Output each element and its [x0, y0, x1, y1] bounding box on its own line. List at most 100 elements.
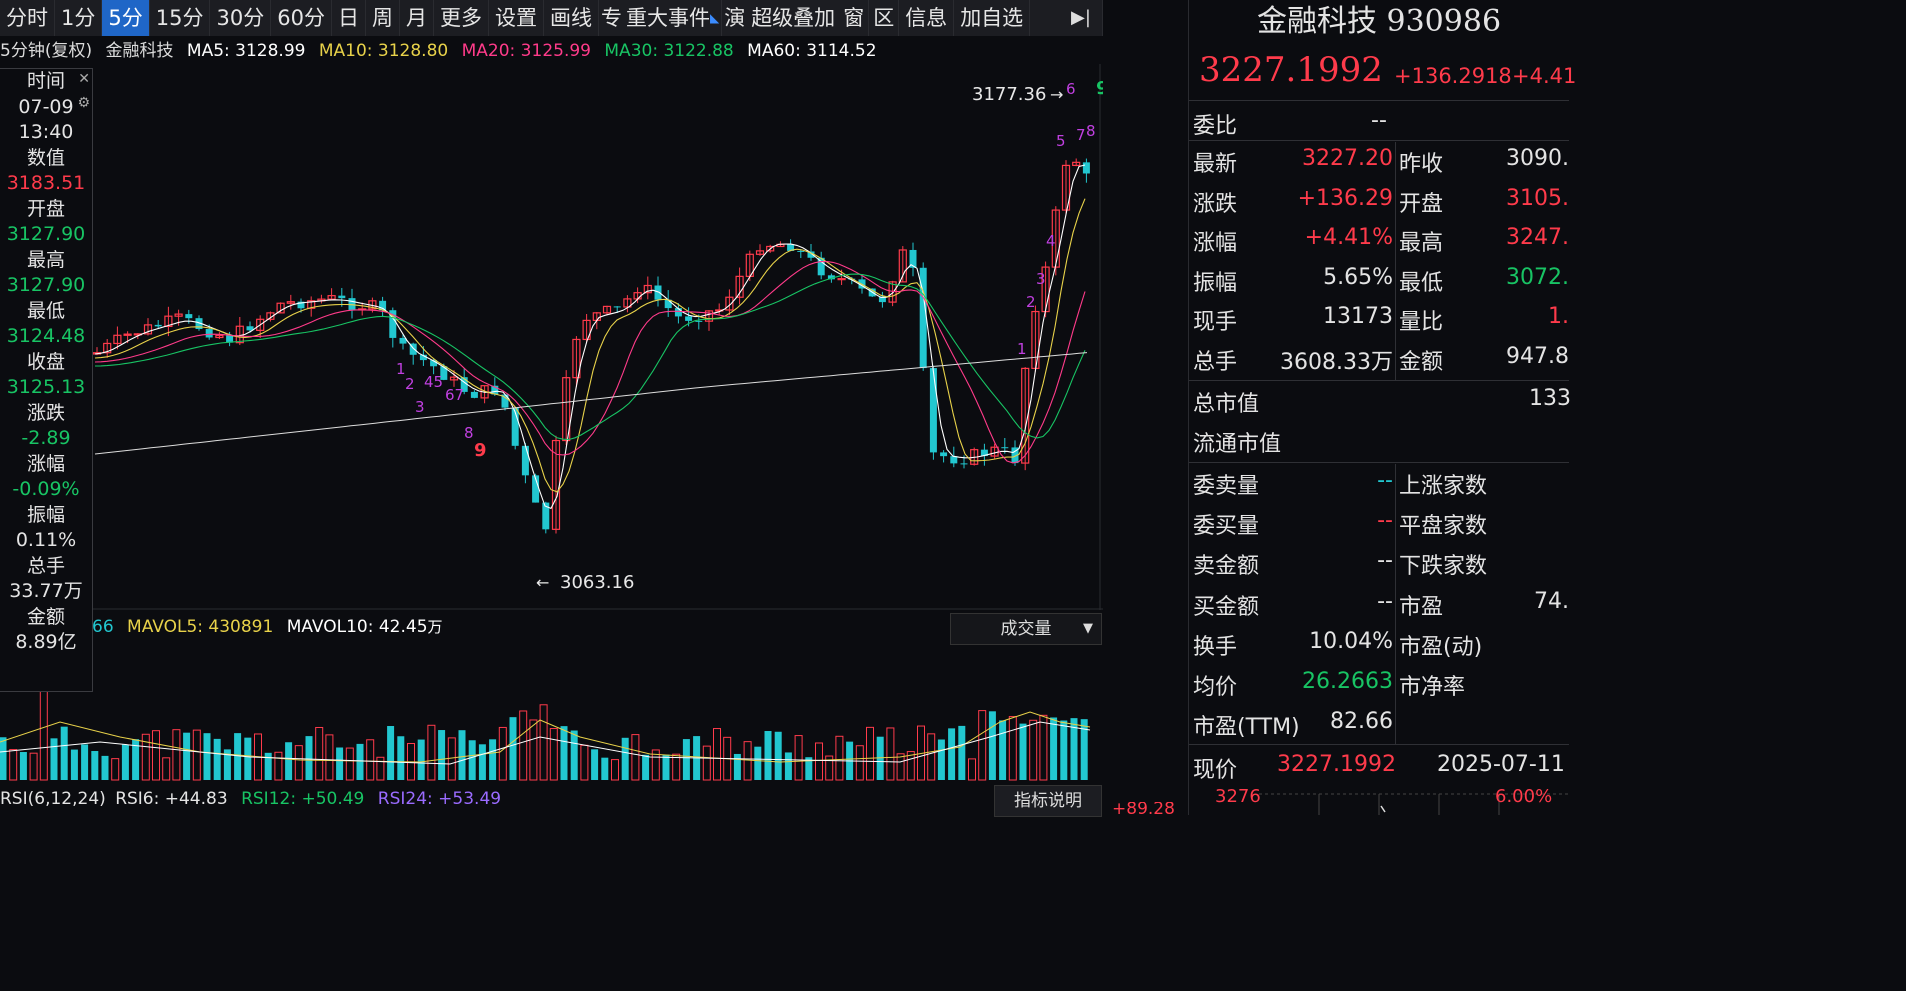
volume-bar: [1039, 714, 1048, 781]
volume-bar: [458, 730, 466, 780]
candle-body: [511, 407, 519, 446]
major-events-button[interactable]: 重大事件◣: [624, 0, 723, 36]
volume-bar: [9, 749, 18, 781]
volume-bar: [468, 740, 476, 780]
volume-bar: [305, 736, 313, 780]
tab-30min[interactable]: 30分: [210, 0, 272, 36]
candle-body: [1072, 161, 1081, 167]
ma-line: [94, 198, 1086, 493]
tab-5min[interactable]: 5分: [102, 0, 150, 36]
tab-month[interactable]: 月: [400, 0, 434, 36]
range-button[interactable]: 区: [869, 0, 900, 36]
stat-label: 委买量: [1193, 514, 1260, 540]
volume-bar: [794, 735, 803, 781]
volume-bar: [447, 737, 456, 781]
tab-week[interactable]: 周: [366, 0, 400, 36]
tab-day[interactable]: 日: [332, 0, 366, 36]
candle-body: [960, 463, 968, 465]
candle-body: [215, 334, 224, 339]
tab-60min[interactable]: 60分: [271, 0, 332, 36]
info-vol: 33.77万: [9, 580, 83, 602]
candle-body: [1082, 162, 1090, 174]
volume-bar: [356, 743, 364, 780]
stat-label: 涨幅: [1193, 231, 1238, 257]
arrow-right-icon: →: [1050, 85, 1063, 104]
info-date: 07-09: [18, 95, 74, 118]
volume-bar: [682, 739, 690, 780]
candle-body: [154, 324, 162, 327]
volume-bar: [121, 744, 129, 780]
special-button[interactable]: 专: [600, 6, 622, 30]
draw-line-button[interactable]: 画线: [544, 0, 599, 36]
settings-button[interactable]: 设置: [489, 0, 544, 36]
td-mark: 67: [445, 386, 464, 404]
stat-value: +4.41%: [1304, 225, 1393, 251]
td-mark: 3: [1036, 270, 1046, 288]
add-watchlist-button[interactable]: 加自选: [954, 0, 1031, 36]
volume-bar: [60, 726, 68, 780]
ma60-line: [94, 352, 1088, 455]
candlestick-chart[interactable]: 3184 3170 3156 3141 3127 3113 3099 3085 …: [0, 64, 1103, 610]
price-change: +136.2918: [1394, 64, 1512, 88]
volume-bar: [397, 736, 405, 780]
close-icon[interactable]: ✕: [78, 71, 90, 87]
candle-body: [1021, 367, 1030, 464]
now-price-label: 现价: [1193, 758, 1238, 783]
tab-1min[interactable]: 1分: [55, 0, 103, 36]
volume-bar: [427, 724, 436, 781]
td-sequence-red-nine: 9: [474, 440, 487, 461]
volume-bar: [244, 737, 252, 780]
td-mark: 2: [1026, 293, 1036, 311]
candle-body: [174, 313, 183, 317]
volume-chart[interactable]: 435 328 218 110: [0, 642, 1103, 782]
volume-bar: [1060, 720, 1068, 780]
tab-15min[interactable]: 15分: [150, 0, 211, 36]
indicator-select[interactable]: 成交量 ▼: [950, 613, 1102, 645]
ma30-value: MA30: 3122.88: [604, 41, 734, 61]
info-high-label: 最高: [26, 248, 65, 271]
divider: [1189, 462, 1569, 463]
super-overlay-button[interactable]: 超级叠加: [751, 6, 836, 30]
volume-bar: [213, 738, 221, 780]
stat-value: +136.29: [1297, 185, 1393, 211]
volume-bar: [1050, 717, 1058, 780]
info-low-label: 最低: [26, 299, 65, 322]
stat-label: 均价: [1193, 675, 1238, 700]
stat-value: 3105.: [1506, 185, 1569, 211]
window-button[interactable]: 窗: [839, 0, 870, 36]
volume-bar: [876, 736, 884, 780]
candle-body: [950, 456, 958, 464]
ma-legend: 5分钟(复权) 金融科技 MA5: 3128.99 MA10: 3128.80 …: [0, 38, 885, 64]
stat-label: 振幅: [1193, 270, 1238, 296]
volume-bar: [141, 733, 150, 781]
more-button[interactable]: 更多: [434, 0, 489, 36]
indicator-help-button[interactable]: 指标说明: [994, 785, 1102, 817]
rsi-name: RSI(6,12,24): [0, 789, 106, 809]
candle-body: [654, 285, 662, 300]
stat-label: 现手: [1193, 310, 1238, 336]
gear-icon[interactable]: ⚙: [77, 95, 90, 111]
candle-body: [797, 250, 805, 252]
info-button[interactable]: 信息: [899, 0, 955, 36]
demo-button[interactable]: 演: [724, 6, 746, 30]
td-mark: 4: [1046, 232, 1056, 250]
low-price-label: 3063.16: [560, 572, 634, 593]
volume-bar: [570, 730, 578, 780]
volume-bar: [387, 726, 395, 780]
stat-label: 涨跌: [1193, 191, 1238, 217]
volume-bar: [948, 728, 956, 780]
tab-intraday[interactable]: 分时: [0, 0, 55, 36]
stat-label: 市盈(TTM): [1193, 715, 1300, 741]
stat-label: 总手: [1193, 350, 1238, 375]
candle-body: [379, 300, 387, 311]
ma-lines-layer: [94, 164, 1088, 510]
ma-line: [94, 260, 1086, 464]
candle-body: [327, 295, 336, 300]
collapse-panel-icon[interactable]: ▶|: [1060, 0, 1103, 36]
info-amt: 8.89亿: [15, 631, 77, 653]
stat-value: 13173: [1323, 304, 1393, 330]
candle-body: [562, 377, 571, 442]
candle-body: [409, 343, 417, 355]
ma5-value: MA5: 3128.99: [186, 41, 306, 61]
info-low: 3124.48: [6, 325, 86, 347]
